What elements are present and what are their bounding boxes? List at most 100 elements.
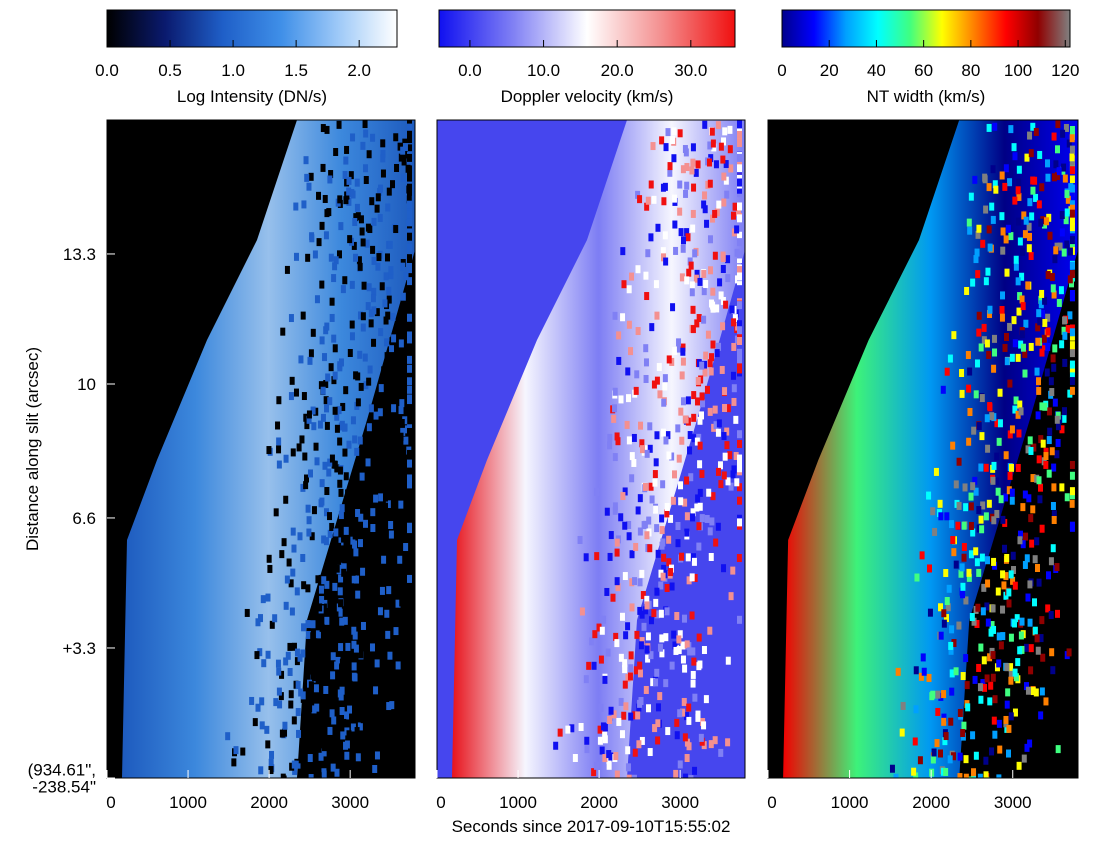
noise-pixel: [943, 732, 949, 741]
noise-pixel: [338, 574, 344, 583]
noise-pixel: [601, 615, 607, 624]
noise-pixel: [288, 700, 294, 709]
noise-pixel: [1019, 330, 1025, 339]
noise-pixel: [309, 532, 315, 541]
noise-pixel: [934, 739, 940, 748]
noise-pixel: [664, 607, 670, 616]
noise-pixel: [353, 253, 359, 262]
noise-pixel: [671, 154, 677, 163]
noise-pixel: [616, 331, 622, 340]
noise-pixel: [345, 642, 351, 651]
noise-pixel: [1027, 436, 1033, 445]
colorbar-tick-label: 2.0: [347, 61, 371, 80]
noise-pixel: [937, 749, 943, 758]
colorbar-tick-label: 30.0: [674, 61, 707, 80]
noise-pixel: [684, 753, 690, 762]
noise-pixel: [589, 637, 595, 646]
noise-pixel: [612, 502, 618, 511]
noise-pixel: [363, 164, 369, 173]
noise-pixel: [1010, 576, 1016, 585]
noise-pixel: [944, 597, 950, 606]
noise-pixel: [592, 630, 598, 639]
noise-pixel: [659, 634, 665, 643]
noise-pixel: [577, 535, 583, 544]
noise-pixel: [1041, 334, 1047, 343]
noise-pixel: [406, 195, 412, 204]
noise-pixel: [1034, 537, 1040, 546]
noise-pixel: [400, 173, 406, 182]
noise-pixel: [710, 139, 716, 148]
noise-pixel: [1026, 494, 1032, 503]
noise-pixel: [618, 653, 624, 662]
noise-pixel: [1017, 646, 1023, 655]
noise-pixel: [338, 643, 344, 652]
noise-pixel: [301, 623, 307, 632]
noise-pixel: [984, 556, 990, 565]
noise-pixel: [305, 504, 311, 513]
noise-pixel: [974, 359, 980, 368]
noise-pixel: [697, 277, 703, 286]
noise-pixel: [956, 621, 962, 630]
noise-pixel: [983, 756, 989, 765]
noise-pixel: [725, 274, 731, 283]
noise-pixel: [327, 529, 333, 538]
noise-pixel: [999, 212, 1005, 221]
noise-pixel: [356, 256, 362, 265]
noise-pixel: [632, 711, 638, 720]
noise-pixel: [254, 651, 260, 660]
noise-pixel: [358, 489, 364, 498]
noise-pixel: [639, 445, 645, 454]
noise-pixel: [636, 740, 642, 749]
noise-pixel: [347, 235, 353, 244]
noise-pixel: [984, 339, 990, 348]
noise-pixel: [737, 348, 742, 357]
noise-pixel: [1027, 580, 1033, 589]
noise-pixel: [721, 137, 727, 146]
noise-pixel: [960, 582, 966, 591]
noise-pixel: [357, 436, 363, 445]
noise-pixel: [1018, 631, 1024, 640]
noise-pixel: [688, 775, 694, 778]
noise-pixel: [351, 602, 357, 611]
noise-pixel: [690, 158, 696, 167]
noise-pixel: [935, 690, 941, 699]
noise-pixel: [344, 191, 350, 200]
x-tick-label: 0: [767, 793, 776, 812]
noise-pixel: [1030, 122, 1036, 131]
noise-pixel: [697, 416, 703, 425]
noise-pixel: [1023, 532, 1029, 541]
noise-pixel: [1015, 217, 1021, 226]
noise-pixel: [385, 311, 391, 320]
noise-pixel: [737, 439, 742, 448]
noise-pixel: [1039, 402, 1045, 411]
noise-pixel: [1017, 530, 1023, 539]
x-tick-label: 1000: [499, 793, 537, 812]
noise-pixel: [629, 452, 635, 461]
noise-pixel: [306, 516, 312, 525]
noise-pixel: [675, 539, 681, 548]
noise-pixel: [1012, 339, 1018, 348]
noise-pixel: [363, 129, 369, 138]
noise-pixel: [322, 743, 328, 752]
noise-pixel: [385, 630, 391, 639]
noise-pixel: [697, 460, 703, 469]
noise-pixel: [1062, 331, 1068, 340]
noise-pixel: [400, 262, 406, 271]
noise-pixel: [317, 420, 323, 429]
noise-pixel: [1039, 337, 1045, 346]
noise-pixel: [680, 708, 686, 717]
noise-pixel: [1011, 143, 1017, 152]
noise-pixel: [639, 736, 645, 745]
noise-pixel: [324, 616, 330, 625]
noise-pixel: [329, 313, 335, 322]
noise-pixel: [1011, 566, 1017, 575]
colorbar-tick-label: 1.5: [284, 61, 308, 80]
noise-pixel: [319, 479, 325, 488]
noise-pixel: [1069, 386, 1075, 395]
noise-pixel: [597, 736, 603, 745]
noise-pixel: [713, 160, 719, 169]
noise-pixel: [328, 363, 334, 372]
noise-pixel: [994, 477, 1000, 486]
noise-pixel: [675, 522, 681, 531]
noise-pixel: [623, 631, 629, 640]
